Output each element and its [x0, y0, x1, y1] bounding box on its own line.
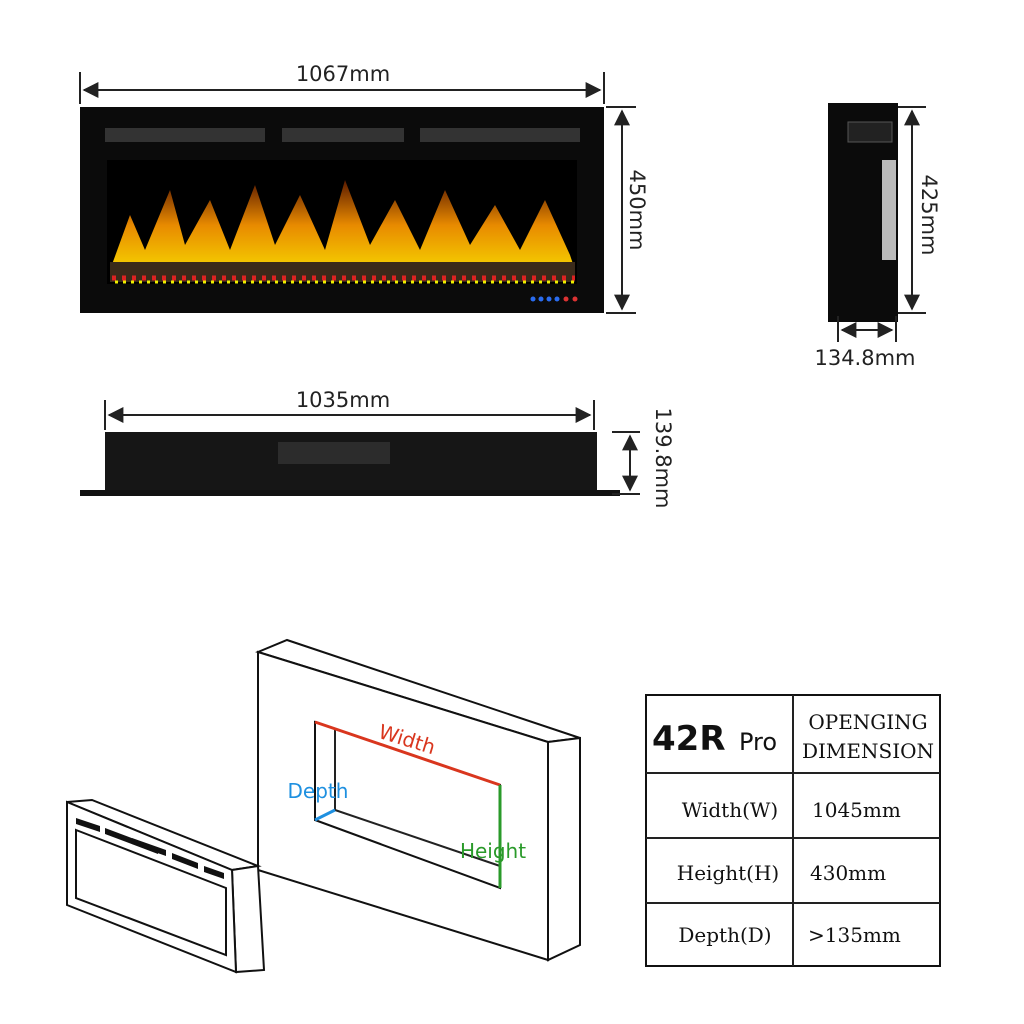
front-view: 1067mm 450mm — [79, 62, 649, 314]
opening-diagram: Width Depth Height — [255, 638, 581, 962]
dimension-label: 139.8mm — [651, 407, 675, 508]
depth-label: Depth — [288, 779, 349, 803]
dimension-label: 450mm — [625, 170, 649, 251]
row-value: >135mm — [808, 923, 901, 947]
heading: DIMENSION — [802, 739, 934, 763]
row-label: Depth(D) — [678, 923, 771, 947]
row-value: 430mm — [810, 861, 886, 885]
row-label: Width(W) — [682, 798, 778, 822]
row-value: 1045mm — [812, 798, 901, 822]
dimension-label: 134.8mm — [814, 346, 915, 370]
dimension-label: 425mm — [917, 175, 941, 256]
dimension-label: 1035mm — [296, 388, 390, 412]
dimension-table: 42R Pro OPENGING DIMENSION Width(W) 1045… — [645, 694, 941, 967]
variant: Pro — [739, 728, 777, 756]
model: 42R — [652, 719, 726, 759]
dimension-label: 1067mm — [296, 62, 390, 86]
heading: OPENGING — [808, 710, 927, 734]
height-label: Height — [460, 839, 526, 863]
row-label: Height(H) — [677, 861, 779, 885]
fireplace-sketch — [66, 798, 266, 974]
side-view: 425mm 134.8mm — [814, 103, 941, 370]
bottom-view: 1035mm 139.8mm — [80, 388, 675, 509]
